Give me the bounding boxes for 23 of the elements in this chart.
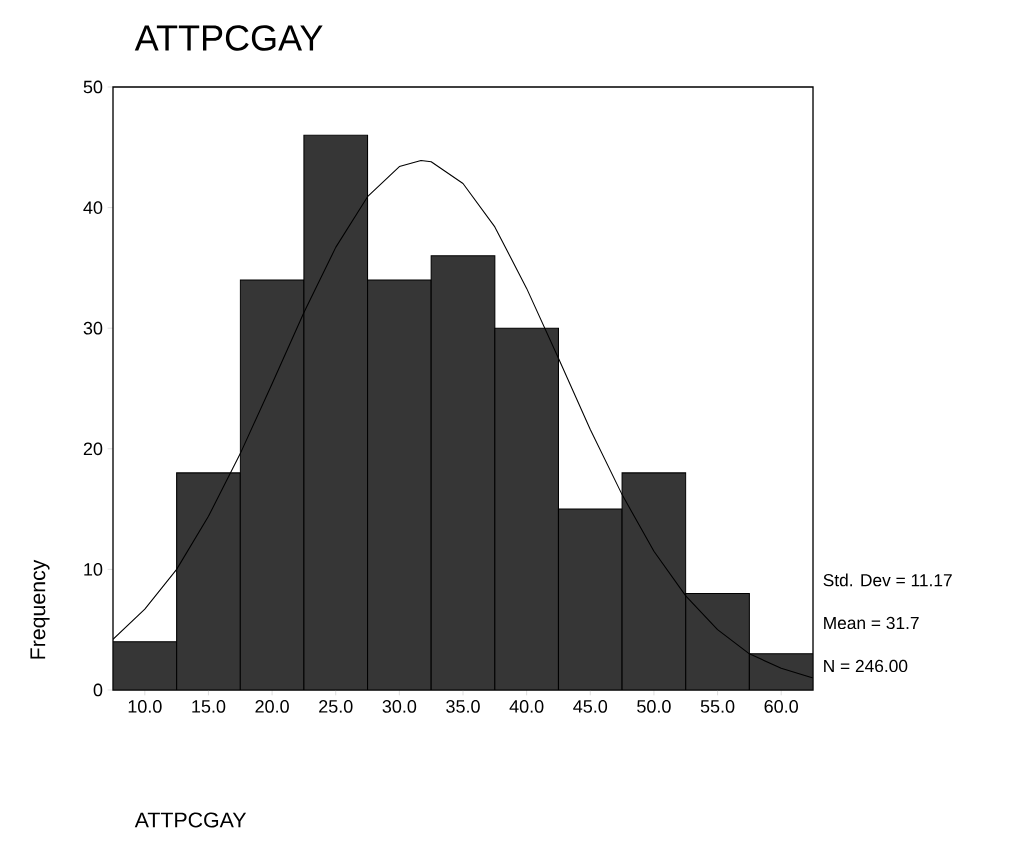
y-tick-label: 40	[83, 201, 103, 214]
text: Mean = 31.7	[824, 616, 919, 630]
x-tick-label: 45.0	[573, 700, 608, 713]
x-tick-label: 50.0	[637, 700, 671, 713]
x-tick-label: 25.0	[319, 700, 353, 713]
x-axis-title: ATTPCGAY	[134, 812, 247, 828]
x-tick-label: 10.0	[128, 700, 162, 713]
x-tick-label: 35.0	[446, 700, 480, 713]
y-tick-label: 30	[83, 321, 103, 335]
y-tick-label: 50	[83, 80, 103, 94]
y-tick-label: 20	[83, 442, 103, 456]
chart-title: ATTPCGAY	[134, 25, 323, 51]
y-axis-title: Frequency	[30, 559, 50, 659]
y-tick-label: 10	[84, 563, 103, 576]
text: Std. Dev = 11.17	[823, 573, 952, 587]
x-tick-label: 40.0	[509, 700, 544, 713]
x-tick-label: 30.0	[382, 700, 417, 713]
text: N = 246.00	[824, 659, 908, 673]
x-tick-label: 60.0	[764, 700, 798, 713]
x-tick-label: 55.0	[700, 700, 735, 713]
x-tick-label: 15.0	[192, 700, 226, 713]
y-tick-label: 0	[93, 683, 103, 697]
x-tick-label: 20.0	[255, 700, 289, 713]
